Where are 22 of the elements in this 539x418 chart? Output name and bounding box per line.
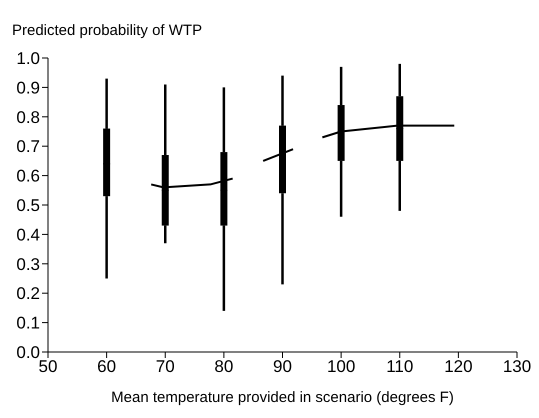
x-tick-label: 80	[214, 357, 234, 376]
y-tick-label: 0.4	[16, 225, 40, 244]
y-tick-label: 0.1	[16, 314, 40, 333]
x-tick-label: 90	[273, 357, 292, 376]
y-tick-label: 0.0	[16, 343, 40, 362]
y-tick-label: 0.3	[16, 254, 40, 274]
x-tick-label: 110	[386, 357, 414, 376]
y-axis-title: Predicted probability of WTP	[12, 22, 202, 39]
x-tick-label: 70	[156, 357, 175, 376]
y-tick-label: 1.0	[16, 49, 40, 68]
y-tick-label: 0.5	[16, 196, 40, 216]
x-tick-label: 100	[326, 357, 356, 376]
x-tick-label: 130	[502, 357, 532, 376]
x-axis-title: Mean temperature provided in scenario (degrees F)	[111, 389, 454, 406]
x-tick-label: 60	[97, 357, 116, 376]
y-tick-label: 0.8	[16, 108, 40, 127]
y-tick-label: 0.6	[16, 166, 40, 186]
y-tick-label: 0.7	[16, 137, 40, 156]
y-tick-label: 0.2	[16, 284, 40, 304]
x-tick-label: 50	[38, 357, 58, 376]
y-tick-label: 0.9	[16, 78, 40, 98]
x-tick-label: 120	[444, 357, 473, 376]
